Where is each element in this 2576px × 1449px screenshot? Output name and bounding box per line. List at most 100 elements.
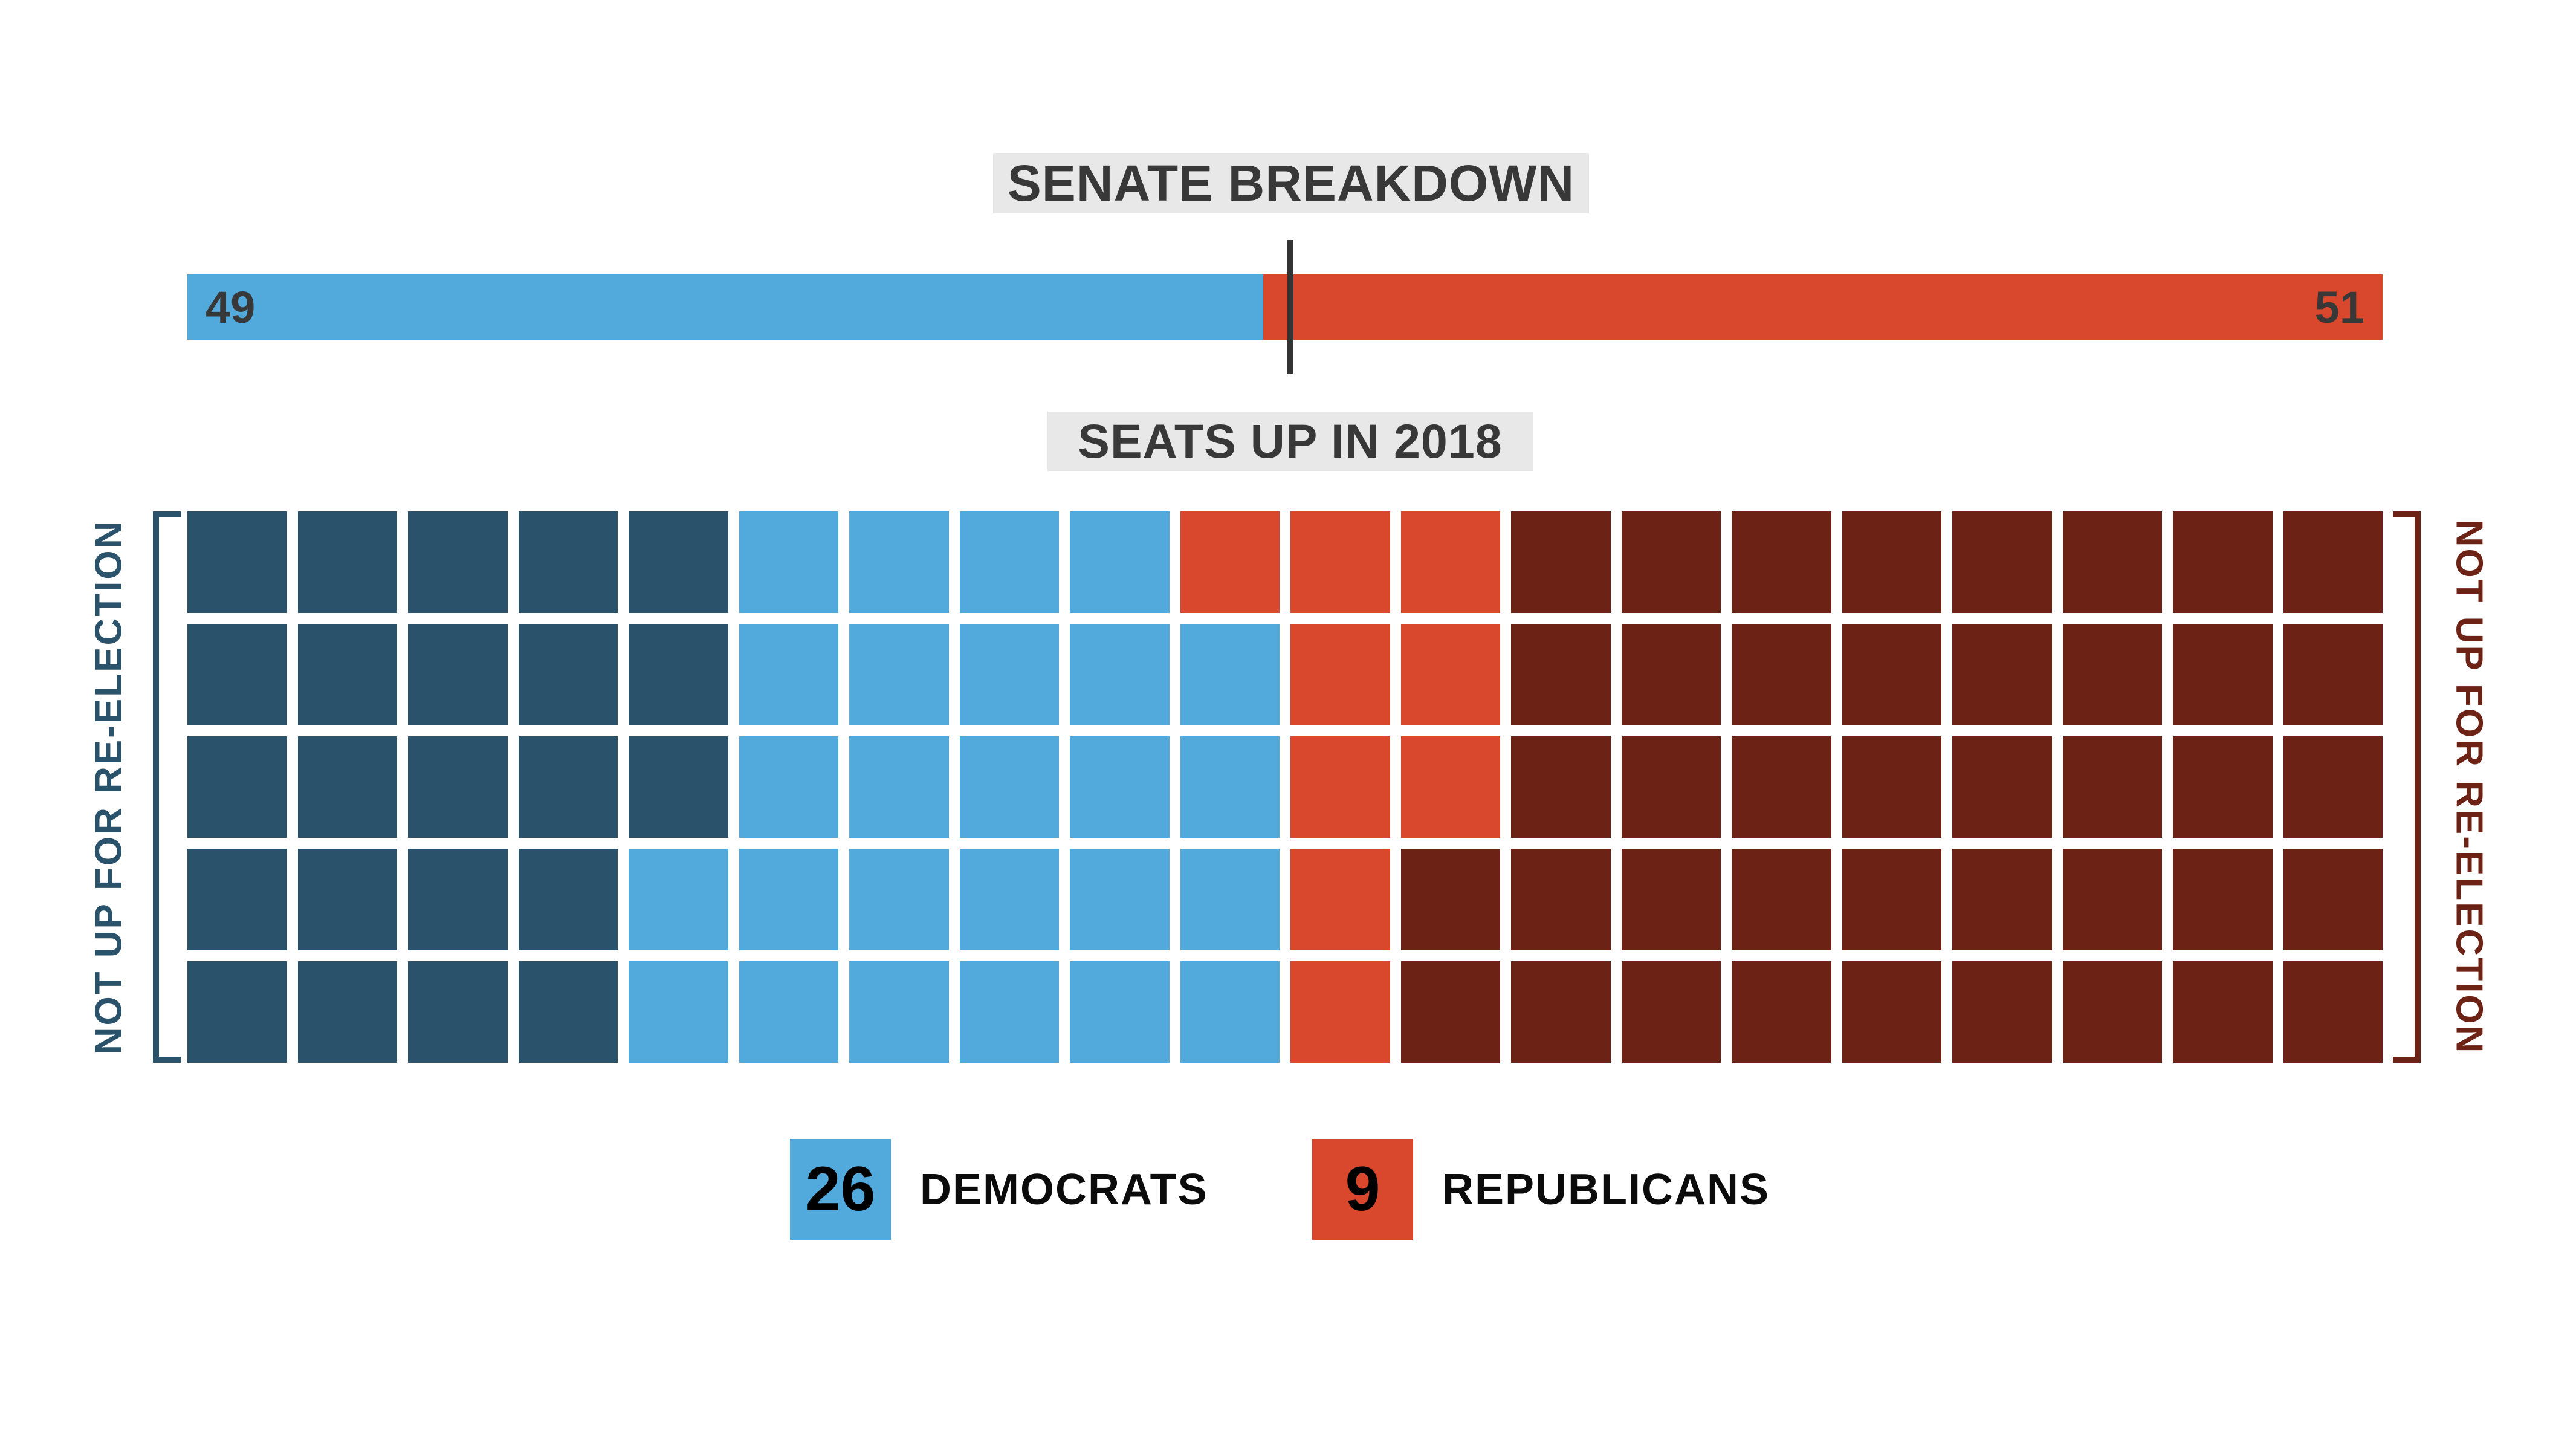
legend-item-democrats: 26 DEMOCRATS xyxy=(790,1139,1208,1240)
seat-cell-rep_not_up xyxy=(1621,961,1721,1063)
democrats-seat-count: 49 xyxy=(205,282,256,332)
seat-cell-dem_up xyxy=(959,849,1059,950)
seat-cell-rep_not_up xyxy=(1842,849,1941,950)
seat-cell-rep_not_up xyxy=(1842,511,1941,613)
seat-cell-dem_up xyxy=(959,511,1059,613)
seat-cell-dem_up xyxy=(1180,849,1280,950)
seat-cell-dem_up xyxy=(1070,624,1170,725)
seat-cell-dem_up xyxy=(959,624,1059,725)
seat-cell-dem_up xyxy=(1070,511,1170,613)
republicans-legend-swatch: 9 xyxy=(1312,1139,1413,1240)
seat-cell-rep_not_up xyxy=(1511,961,1611,1063)
seat-cell-dem_up xyxy=(739,961,838,1063)
seat-cell-rep_not_up xyxy=(1621,624,1721,725)
seat-cell-rep_not_up xyxy=(2173,511,2273,613)
seat-cell-dem_not_up xyxy=(408,511,508,613)
seat-cell-rep_not_up xyxy=(2283,736,2383,838)
seat-cell-rep_not_up xyxy=(2173,736,2273,838)
seat-cell-rep_not_up xyxy=(1952,961,2052,1063)
seat-cell-dem_up xyxy=(849,624,949,725)
seat-cell-dem_not_up xyxy=(187,511,287,613)
seat-cell-rep_not_up xyxy=(1511,736,1611,838)
left-not-up-for-reelection-label: NOT UP FOR RE-ELECTION xyxy=(88,519,130,1055)
seat-cell-rep_not_up xyxy=(1400,849,1500,950)
seat-cell-dem_not_up xyxy=(518,624,618,725)
legend-item-republicans: 9 REPUBLICANS xyxy=(1312,1139,1770,1240)
seat-cell-rep_not_up xyxy=(1732,624,1831,725)
seat-cell-dem_up xyxy=(739,736,838,838)
seat-cell-rep_up xyxy=(1290,961,1390,1063)
majority-marker-line xyxy=(1287,240,1293,374)
left-bracket xyxy=(153,511,181,1063)
democrats-up-count: 26 xyxy=(805,1154,876,1224)
seats-up-subtitle: SEATS UP IN 2018 xyxy=(1047,412,1533,471)
seat-cell-rep_not_up xyxy=(1732,961,1831,1063)
seat-cell-dem_up xyxy=(849,736,949,838)
seat-cell-dem_up xyxy=(629,849,728,950)
seat-cell-dem_up xyxy=(849,961,949,1063)
seat-cell-rep_not_up xyxy=(1732,849,1831,950)
seat-cell-dem_not_up xyxy=(297,849,397,950)
seat-cell-rep_not_up xyxy=(1842,961,1941,1063)
seat-cell-dem_up xyxy=(1180,736,1280,838)
seat-cell-dem_not_up xyxy=(408,624,508,725)
seat-cell-rep_not_up xyxy=(1842,736,1941,838)
seat-cell-dem_not_up xyxy=(518,736,618,838)
seat-cell-rep_up xyxy=(1400,511,1500,613)
seat-cell-dem_not_up xyxy=(187,736,287,838)
democrats-bar-segment: 49 xyxy=(187,274,1263,340)
right-bracket xyxy=(2393,511,2421,1063)
seat-cell-rep_not_up xyxy=(2062,624,2162,725)
seat-cell-rep_not_up xyxy=(1621,736,1721,838)
seat-cell-dem_up xyxy=(739,624,838,725)
seat-cell-rep_not_up xyxy=(2062,736,2162,838)
seat-cell-rep_not_up xyxy=(1621,511,1721,613)
seat-cell-rep_not_up xyxy=(1952,849,2052,950)
seat-cell-dem_not_up xyxy=(297,736,397,838)
seat-cell-dem_not_up xyxy=(297,624,397,725)
seat-cell-dem_not_up xyxy=(297,961,397,1063)
seat-cell-dem_up xyxy=(739,849,838,950)
seat-cell-rep_not_up xyxy=(1511,624,1611,725)
seat-cell-rep_up xyxy=(1400,624,1500,725)
seat-cell-dem_not_up xyxy=(408,849,508,950)
seat-cell-rep_not_up xyxy=(1952,736,2052,838)
republicans-legend-label: REPUBLICANS xyxy=(1442,1165,1770,1214)
seat-cell-dem_up xyxy=(1070,736,1170,838)
seat-cell-rep_not_up xyxy=(1511,849,1611,950)
seat-cell-dem_up xyxy=(959,961,1059,1063)
seat-cell-rep_up xyxy=(1180,511,1280,613)
right-not-up-for-reelection-label: NOT UP FOR RE-ELECTION xyxy=(2448,519,2490,1055)
seat-cell-rep_not_up xyxy=(1952,511,2052,613)
seat-cell-rep_not_up xyxy=(1732,511,1831,613)
seat-cell-rep_not_up xyxy=(2173,624,2273,725)
seat-cell-dem_not_up xyxy=(518,961,618,1063)
democrats-legend-label: DEMOCRATS xyxy=(920,1165,1208,1214)
seat-cell-dem_up xyxy=(629,961,728,1063)
page-title-text: SENATE BREAKDOWN xyxy=(1007,154,1575,212)
seat-cell-rep_up xyxy=(1290,624,1390,725)
seat-cell-dem_not_up xyxy=(408,736,508,838)
seat-cell-dem_not_up xyxy=(187,849,287,950)
seat-cell-rep_not_up xyxy=(1621,849,1721,950)
seat-cell-dem_not_up xyxy=(629,624,728,725)
republicans-up-count: 9 xyxy=(1345,1154,1380,1224)
seat-cell-dem_up xyxy=(739,511,838,613)
seat-waffle-grid xyxy=(187,511,2383,1063)
seat-cell-rep_not_up xyxy=(1400,961,1500,1063)
seat-cell-dem_up xyxy=(1070,961,1170,1063)
seat-cell-rep_not_up xyxy=(1511,511,1611,613)
seat-cell-rep_not_up xyxy=(1842,624,1941,725)
seat-cell-rep_not_up xyxy=(2062,961,2162,1063)
seat-cell-dem_up xyxy=(1180,624,1280,725)
republicans-seat-count: 51 xyxy=(2314,282,2364,332)
seat-cell-rep_not_up xyxy=(2283,511,2383,613)
seat-cell-dem_up xyxy=(849,849,949,950)
seat-cell-dem_up xyxy=(849,511,949,613)
seat-cell-rep_not_up xyxy=(2173,961,2273,1063)
seat-cell-dem_not_up xyxy=(297,511,397,613)
seat-cell-rep_not_up xyxy=(2062,849,2162,950)
seat-cell-dem_up xyxy=(1070,849,1170,950)
seat-cell-dem_not_up xyxy=(629,736,728,838)
